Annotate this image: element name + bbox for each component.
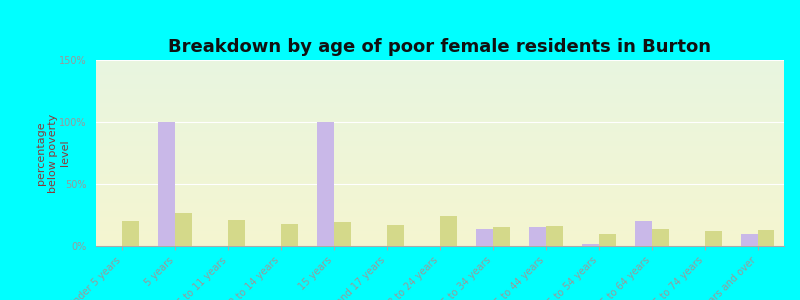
Bar xyxy=(122,221,139,246)
Bar xyxy=(175,212,192,246)
Bar xyxy=(493,227,510,246)
Bar xyxy=(598,234,616,246)
Bar xyxy=(705,231,722,246)
Bar xyxy=(529,227,546,246)
Bar xyxy=(282,224,298,246)
Bar xyxy=(758,230,774,246)
Bar xyxy=(158,122,175,246)
Bar xyxy=(582,244,598,246)
Bar xyxy=(476,229,493,246)
Bar xyxy=(228,220,246,246)
Bar xyxy=(546,226,562,246)
Bar xyxy=(440,216,457,246)
Title: Breakdown by age of poor female residents in Burton: Breakdown by age of poor female resident… xyxy=(169,38,711,56)
Y-axis label: percentage
below poverty
level: percentage below poverty level xyxy=(37,113,70,193)
Bar xyxy=(741,234,758,246)
Bar xyxy=(334,222,351,246)
Bar xyxy=(652,229,669,246)
Bar xyxy=(634,221,652,246)
Bar xyxy=(318,122,334,246)
Bar xyxy=(387,225,404,246)
